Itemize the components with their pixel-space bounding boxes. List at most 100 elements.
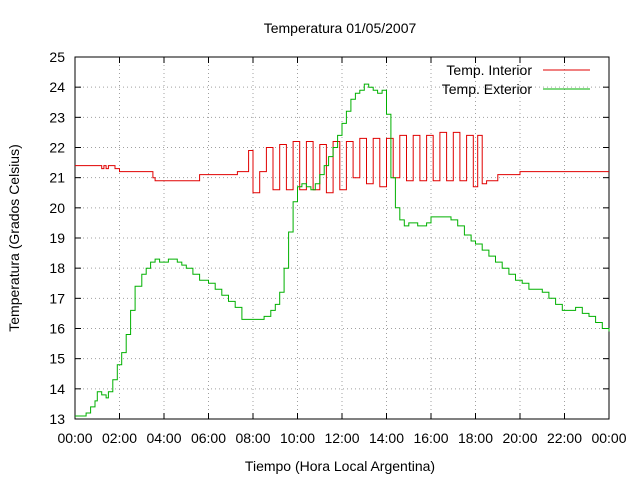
data-point: [273, 189, 274, 190]
data-point: [555, 304, 556, 305]
data-point: [459, 180, 460, 181]
data-point: [310, 189, 311, 190]
data-point: [426, 135, 427, 136]
data-point: [493, 180, 494, 181]
y-tick-label: 20: [49, 200, 65, 216]
data-point: [97, 391, 98, 392]
data-point: [486, 180, 487, 181]
data-point: [293, 201, 294, 202]
data-point: [515, 280, 516, 281]
y-tick-label: 13: [49, 411, 65, 427]
data-point: [406, 180, 407, 181]
data-point: [108, 165, 109, 166]
data-point: [589, 316, 590, 317]
data-point: [108, 391, 109, 392]
data-point: [266, 147, 267, 148]
data-point: [75, 165, 76, 166]
data-point: [155, 259, 156, 260]
data-point: [228, 301, 229, 302]
data-point: [306, 186, 307, 187]
y-axis-label: Temperatura (Grados Celsius): [6, 144, 22, 332]
data-point: [319, 174, 320, 175]
data-point: [279, 144, 280, 145]
data-point: [471, 241, 472, 242]
data-point: [192, 180, 193, 181]
data-point: [257, 319, 258, 320]
data-point: [299, 189, 300, 190]
data-point: [159, 262, 160, 263]
x-tick-label: 02:00: [102, 430, 137, 446]
data-point: [457, 225, 458, 226]
data-point: [199, 280, 200, 281]
data-point: [117, 364, 118, 365]
data-point: [417, 225, 418, 226]
data-point: [439, 132, 440, 133]
data-point: [126, 334, 127, 335]
data-point: [390, 177, 391, 178]
data-point: [404, 225, 405, 226]
x-tick-label: 00:00: [57, 430, 92, 446]
data-point: [528, 289, 529, 290]
data-point: [155, 180, 156, 181]
data-point: [595, 322, 596, 323]
data-point: [103, 165, 104, 166]
data-point: [333, 147, 334, 148]
data-point: [328, 156, 329, 157]
x-tick-label: 18:00: [458, 430, 493, 446]
data-point: [451, 219, 452, 220]
data-point: [199, 174, 200, 175]
data-point: [609, 171, 610, 172]
data-point: [270, 310, 271, 311]
data-point: [368, 87, 369, 88]
data-point: [286, 189, 287, 190]
series-interior: [75, 131, 610, 194]
data-point: [146, 268, 147, 269]
y-tick-label: 22: [49, 140, 65, 156]
data-point: [497, 174, 498, 175]
data-point: [342, 123, 343, 124]
y-tick-label: 24: [49, 79, 65, 95]
data-point: [97, 165, 98, 166]
y-tick-label: 18: [49, 260, 65, 276]
data-point: [95, 400, 96, 401]
data-point: [319, 144, 320, 145]
data-point: [75, 416, 76, 417]
x-tick-label: 00:00: [591, 430, 626, 446]
data-point: [413, 135, 414, 136]
data-point: [164, 262, 165, 263]
data-point: [152, 177, 153, 178]
data-point: [326, 192, 327, 193]
data-point: [413, 222, 414, 223]
y-tick-label: 14: [49, 381, 65, 397]
data-point: [135, 286, 136, 287]
data-point: [259, 171, 260, 172]
data-point: [192, 274, 193, 275]
data-point: [359, 90, 360, 91]
data-point: [562, 310, 563, 311]
data-point: [366, 183, 367, 184]
data-point: [542, 171, 543, 172]
data-point: [564, 171, 565, 172]
data-point: [477, 135, 478, 136]
data-point: [112, 379, 113, 380]
data-point: [339, 189, 340, 190]
data-point: [230, 174, 231, 175]
data-point: [355, 93, 356, 94]
data-point: [364, 84, 365, 85]
data-point: [241, 319, 242, 320]
data-point: [426, 222, 427, 223]
data-point: [315, 183, 316, 184]
y-tick-label: 25: [49, 49, 65, 65]
data-point: [141, 171, 142, 172]
data-point: [495, 262, 496, 263]
data-point: [446, 180, 447, 181]
data-point: [433, 180, 434, 181]
data-point: [602, 328, 603, 329]
y-tick-label: 19: [49, 230, 65, 246]
data-point: [172, 259, 173, 260]
legend-label: Temp. Interior: [446, 62, 532, 78]
data-point: [141, 274, 142, 275]
data-point: [482, 250, 483, 251]
data-point: [508, 174, 509, 175]
